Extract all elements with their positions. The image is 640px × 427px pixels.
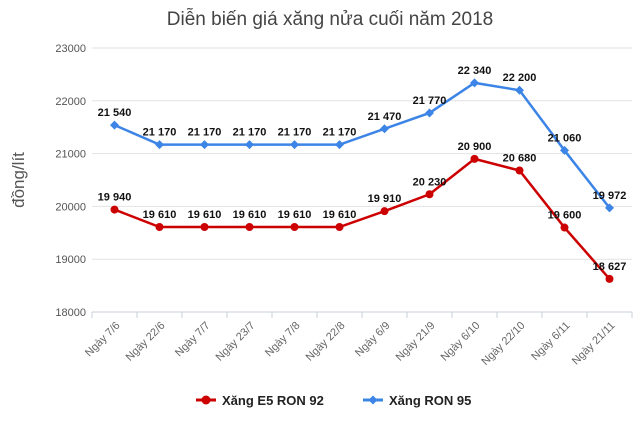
legend-marker — [201, 395, 211, 405]
data-label: 19 610 — [188, 209, 222, 221]
data-point — [335, 140, 344, 150]
data-label: 18 627 — [593, 261, 627, 273]
x-tick-label: Ngày 6/9 — [353, 320, 393, 360]
data-label: 22 200 — [503, 72, 537, 84]
x-tick-label: Ngày 21/9 — [394, 320, 438, 364]
data-label: 19 972 — [593, 190, 627, 202]
data-label: 21 170 — [188, 127, 222, 139]
data-label: 19 940 — [98, 192, 132, 204]
data-label: 19 610 — [143, 209, 177, 221]
data-point — [470, 78, 479, 88]
y-tick-label: 20000 — [55, 201, 86, 213]
x-tick-label: Ngày 22/8 — [304, 320, 348, 364]
legend-label: Xăng E5 RON 92 — [222, 393, 324, 408]
legend-label: Xăng RON 95 — [389, 393, 471, 408]
y-tick-label: 18000 — [55, 307, 86, 319]
data-label: 20 230 — [413, 176, 447, 188]
x-tick-label: Ngày 22/10 — [479, 320, 527, 368]
data-point — [335, 222, 344, 231]
data-label: 21 470 — [368, 111, 402, 123]
data-label: 22 340 — [458, 65, 492, 77]
data-point — [470, 154, 479, 163]
y-axis-label: đồng/lít — [9, 152, 28, 208]
data-label: 19 610 — [278, 209, 312, 221]
data-point — [515, 85, 524, 95]
data-label: 19 610 — [323, 209, 357, 221]
y-tick-label: 23000 — [55, 43, 86, 55]
series-0: 19 940 19 610 19 610 19 610 19 610 19 610 19 9… — [98, 141, 627, 283]
data-label: 21 770 — [413, 95, 447, 107]
data-label: 20 680 — [503, 152, 537, 164]
data-point — [425, 108, 434, 118]
data-label: 21 060 — [548, 132, 582, 144]
data-point — [110, 205, 119, 214]
x-tick-label: Ngày 6/11 — [529, 320, 572, 363]
data-point — [605, 203, 614, 213]
x-tick-label: Ngày 21/11 — [570, 320, 618, 368]
x-tick-label: Ngày 23/7 — [214, 320, 258, 364]
x-tick-label: Ngày 7/7 — [173, 320, 213, 360]
x-tick-label: Ngày 7/6 — [83, 320, 123, 360]
data-point — [425, 190, 434, 199]
data-label: 19 610 — [233, 209, 267, 221]
data-label: 19 600 — [548, 210, 582, 222]
data-label: 20 900 — [458, 141, 492, 153]
x-tick-label: Ngày 6/10 — [439, 320, 483, 364]
data-label: 21 170 — [278, 127, 312, 139]
data-label: 21 170 — [233, 127, 267, 139]
data-point — [380, 207, 389, 216]
data-point — [290, 222, 299, 231]
data-label: 21 170 — [143, 127, 177, 139]
data-point — [200, 140, 209, 150]
y-tick-label: 19000 — [55, 254, 86, 266]
data-label: 19 910 — [368, 193, 402, 205]
data-point — [155, 140, 164, 150]
series-line — [114, 157, 611, 280]
data-label: 21 170 — [323, 127, 357, 139]
data-point — [605, 274, 614, 283]
data-point — [245, 222, 254, 231]
data-point — [245, 140, 254, 150]
x-tick-label: Ngày 22/6 — [124, 320, 168, 364]
data-point — [515, 166, 524, 175]
y-tick-label: 22000 — [55, 96, 86, 108]
legend-marker — [368, 395, 378, 405]
data-point — [290, 140, 299, 150]
series-line — [114, 81, 611, 209]
data-point — [560, 223, 569, 232]
data-point — [380, 124, 389, 134]
chart-title: Diễn biến giá xăng nửa cuối năm 2018 — [167, 8, 493, 30]
data-point — [560, 145, 569, 155]
data-point — [155, 222, 164, 231]
data-point — [200, 222, 209, 231]
series-1: 21 540 21 170 21 170 21 170 21 170 21 170 21 4… — [98, 65, 627, 213]
data-point — [110, 120, 119, 130]
x-tick-label: Ngày 7/8 — [263, 320, 303, 360]
data-label: 21 540 — [98, 107, 132, 119]
y-tick-label: 21000 — [55, 149, 86, 161]
